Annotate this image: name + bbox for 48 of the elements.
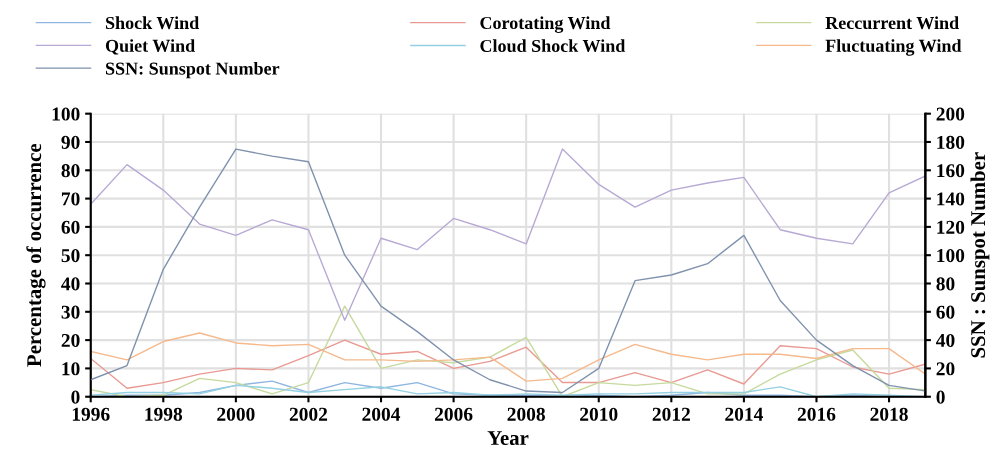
y-tick-label: 40 [61,277,80,291]
y-tick-label: 10 [62,362,80,376]
x-tick-label: 2006 [434,407,473,421]
x-tick-label: 2002 [289,407,328,421]
legend-label: Cloud Shock Wind [480,39,626,53]
y-tick-label: 30 [61,305,80,319]
y-tick-label: 0 [71,390,80,404]
y2-tick-label: 200 [936,107,965,121]
y-tick-label: 90 [61,135,80,149]
y2-tick-label: 180 [937,135,965,149]
line-series [90,148,926,394]
legend-label: SSN: Sunspot Number [105,61,280,79]
legend-label: Reccurrent Wind [825,16,959,30]
line-series [90,339,926,389]
y2-tick-label: 100 [937,249,965,263]
x-tick-label: 2004 [362,407,401,421]
y2-tick-label: 80 [936,277,955,291]
x-tick-label: 1998 [145,407,183,421]
y2-tick-label: 20 [936,362,955,376]
x-tick-label: 2018 [870,407,908,421]
y2-tick-label: 60 [936,305,955,319]
y-tick-label: 70 [61,192,80,206]
y2-tick-label: 160 [937,164,965,178]
legend-label: Fluctuating Wind [825,39,962,56]
legend-label: Corotating Wind [480,16,611,33]
legend-label: Shock Wind [105,16,200,30]
line-series [90,148,926,321]
y-tick-label: 80 [61,164,80,178]
x-tick-label: 2016 [797,407,836,421]
x-tick-label: 2012 [652,407,690,421]
x-tick-label: 2000 [217,407,255,421]
x-tick-label: 2010 [580,407,618,421]
legend-label: Quiet Wind [105,39,195,55]
y-tick-label: 50 [61,249,80,263]
line-series [90,332,926,382]
x-axis-title: Year [487,431,529,445]
y-axis-title: Percentage of occurrence [26,143,46,367]
y2-tick-label: 140 [937,192,965,206]
y-tick-label: 100 [52,107,80,121]
x-tick-label: 2014 [725,407,763,421]
y-tick-label: 60 [61,220,80,234]
y2-tick-label: 120 [937,220,965,234]
y-tick-label: 20 [61,333,80,348]
y2-tick-label: 40 [936,333,955,348]
x-tick-label: 1996 [72,407,110,421]
x-tick-label: 2008 [507,407,545,421]
y2-tick-label: 0 [936,390,945,404]
y2-axis-title: SSN : Sunspot Number [970,152,990,358]
